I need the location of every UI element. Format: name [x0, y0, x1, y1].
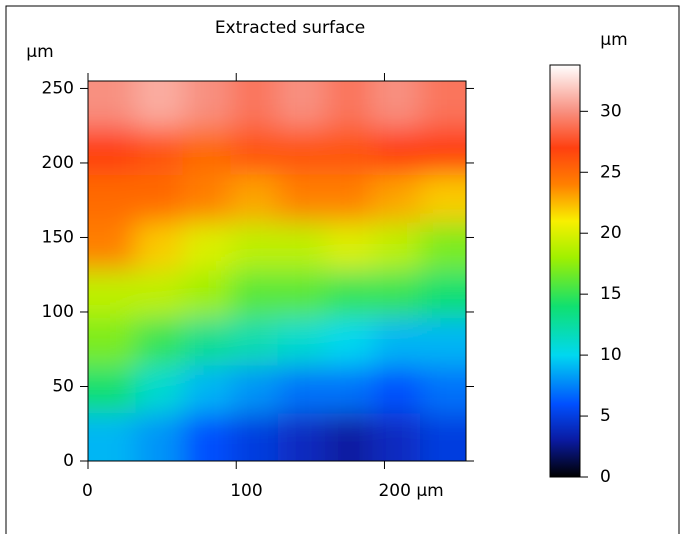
heat-cell	[135, 81, 183, 128]
heat-cell	[325, 81, 373, 128]
heat-cell	[420, 413, 466, 461]
heat-cell	[182, 127, 231, 175]
heat-cell	[420, 81, 466, 128]
heat-cell	[277, 222, 326, 271]
chart-title: Extracted surface	[215, 18, 365, 38]
heat-cell	[230, 81, 278, 128]
y-tick-label: 200	[42, 153, 74, 173]
heat-cell	[88, 270, 136, 318]
colorbar-tick-label: 10	[600, 345, 622, 365]
heat-cell	[182, 413, 231, 461]
heat-cell	[230, 222, 278, 271]
heat-cell	[88, 81, 136, 128]
heat-cell	[420, 317, 466, 366]
y-tick-label: 100	[42, 302, 74, 322]
heat-cell	[372, 222, 421, 271]
heat-cell	[88, 317, 136, 366]
heat-cell	[230, 127, 278, 175]
x-tick-label: 200 µm	[378, 481, 443, 501]
heat-cell	[88, 413, 136, 461]
heat-cell	[182, 81, 231, 128]
heat-cell	[182, 174, 231, 223]
colorbar-tick-label: 30	[600, 101, 622, 121]
heat-cell	[135, 365, 183, 414]
heat-cell	[88, 127, 136, 175]
heat-cell	[230, 365, 278, 414]
heat-cell	[135, 413, 183, 461]
y-tick-label: 50	[52, 376, 74, 396]
heat-cell	[420, 174, 466, 223]
heat-cell	[372, 127, 421, 175]
heat-cell	[420, 222, 466, 271]
heat-cell	[88, 174, 136, 223]
heat-cell	[372, 365, 421, 414]
heat-cell	[277, 174, 326, 223]
x-tick-label: 0	[82, 481, 93, 501]
heat-cell	[88, 222, 136, 271]
x-tick-label: 100	[230, 481, 262, 501]
colorbar-tick-label: 15	[600, 284, 622, 304]
heat-cell	[230, 270, 278, 318]
heat-cell	[420, 127, 466, 175]
heat-cell	[277, 270, 326, 318]
heat-cell	[372, 413, 421, 461]
heat-cell	[135, 222, 183, 271]
plot-frame	[87, 80, 467, 462]
heat-cell	[135, 127, 183, 175]
heat-cell	[325, 365, 373, 414]
heatmap	[88, 81, 466, 461]
heat-cell	[135, 174, 183, 223]
colorbar-tick-label: 0	[600, 467, 611, 487]
heat-cell	[182, 317, 231, 366]
heat-cell	[325, 413, 373, 461]
heat-cell	[277, 365, 326, 414]
colorbar-tick-label: 5	[600, 406, 611, 426]
heat-cell	[277, 127, 326, 175]
frame	[5, 5, 680, 534]
heat-cell	[372, 174, 421, 223]
heat-cell	[420, 365, 466, 414]
heat-cell	[277, 81, 326, 128]
y-tick-label: 0	[63, 451, 74, 471]
colorbar	[549, 64, 581, 478]
y-tick-label: 150	[42, 227, 74, 247]
heat-cell	[88, 365, 136, 414]
heat-cell	[277, 317, 326, 366]
heat-cell	[325, 270, 373, 318]
heat-cell	[135, 317, 183, 366]
heat-cell	[372, 317, 421, 366]
heat-cell	[372, 81, 421, 128]
colorbar-label: µm	[600, 30, 627, 50]
heat-cell	[372, 270, 421, 318]
heat-cell	[182, 222, 231, 271]
heat-cell	[325, 222, 373, 271]
y-tick-label: 250	[42, 78, 74, 98]
heat-cell	[230, 413, 278, 461]
heat-cell	[277, 413, 326, 461]
y-axis-label: µm	[26, 42, 53, 62]
heat-cell	[325, 317, 373, 366]
heat-cell	[182, 270, 231, 318]
heat-cell	[420, 270, 466, 318]
colorbar-tick-label: 25	[600, 162, 622, 182]
colorbar-tick-label: 20	[600, 223, 622, 243]
heat-cell	[325, 174, 373, 223]
heat-cell	[182, 365, 231, 414]
heat-cell	[135, 270, 183, 318]
heat-cell	[230, 174, 278, 223]
heat-cell	[325, 127, 373, 175]
heat-cell	[230, 317, 278, 366]
